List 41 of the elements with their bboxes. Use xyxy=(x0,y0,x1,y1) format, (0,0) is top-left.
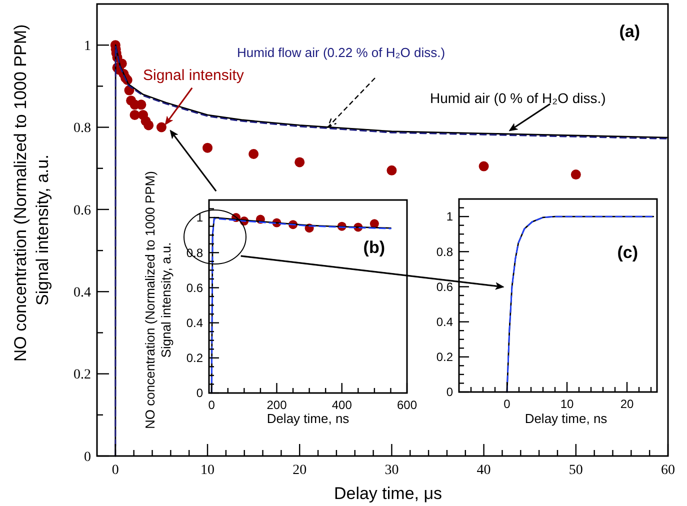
x-tick-label: 0 xyxy=(112,463,119,478)
y-tick-label: 0.6 xyxy=(436,280,454,294)
annotation: (c) xyxy=(617,243,638,262)
x-tick-label: 600 xyxy=(396,398,418,412)
series-label: Humid air (0 % of H₂O diss.) xyxy=(430,90,606,106)
x-tick-label: 10 xyxy=(560,397,574,411)
y-tick-label: 0.4 xyxy=(186,316,204,330)
x-tick-label: 10 xyxy=(200,463,215,478)
x-tick-label: 60 xyxy=(661,463,675,478)
x-tick-label: 200 xyxy=(266,398,288,412)
y-axis-title: NO concentration (Normalized to 1000 PPM) Signal intensity, a.u. xyxy=(142,171,174,429)
annotation: (a) xyxy=(619,22,640,41)
y-tick-label: 0 xyxy=(196,386,204,400)
y-axis-title: NO concentration (Normalized to 1000 PPM) Signal intensity, a.u. xyxy=(10,24,52,362)
x-tick-label: 0 xyxy=(504,397,511,411)
y-tick-label: 0.6 xyxy=(186,280,204,295)
y-tick-label: 0.4 xyxy=(74,286,91,301)
y-tick-label: 0.4 xyxy=(436,315,454,330)
x-tick-label: 400 xyxy=(332,398,352,412)
y-tick-label: 0.8 xyxy=(74,121,91,136)
y-tick-label: 0 xyxy=(446,385,454,400)
x-axis-title: Delay time, ns xyxy=(266,411,350,426)
x-axis-title: Delay time, μs xyxy=(334,484,442,503)
x-tick-label: 40 xyxy=(476,463,491,478)
y-tick-label: 0.8 xyxy=(436,244,454,259)
y-tick-label: 1 xyxy=(84,38,91,54)
y-tick-label: 0.6 xyxy=(74,203,91,218)
x-tick-label: 50 xyxy=(568,463,583,478)
y-tick-label: 0 xyxy=(84,450,91,465)
y-tick-label: 0.2 xyxy=(186,351,204,366)
x-tick-label: 30 xyxy=(384,463,399,478)
y-tick-label: 0.2 xyxy=(436,350,454,364)
series-label: Signal intensity xyxy=(143,67,244,84)
y-tick-label: 1 xyxy=(446,210,454,224)
x-tick-label: 20 xyxy=(292,463,307,478)
text: Humid flow air (0.22 % of H₂O diss.) xyxy=(237,45,446,60)
x-tick-label: 20 xyxy=(620,397,634,411)
y-tick-label: 0.2 xyxy=(74,368,91,383)
x-tick-label: 0 xyxy=(208,398,216,412)
x-axis-title: Delay time, ns xyxy=(524,411,608,426)
annotation: (b) xyxy=(363,238,385,257)
